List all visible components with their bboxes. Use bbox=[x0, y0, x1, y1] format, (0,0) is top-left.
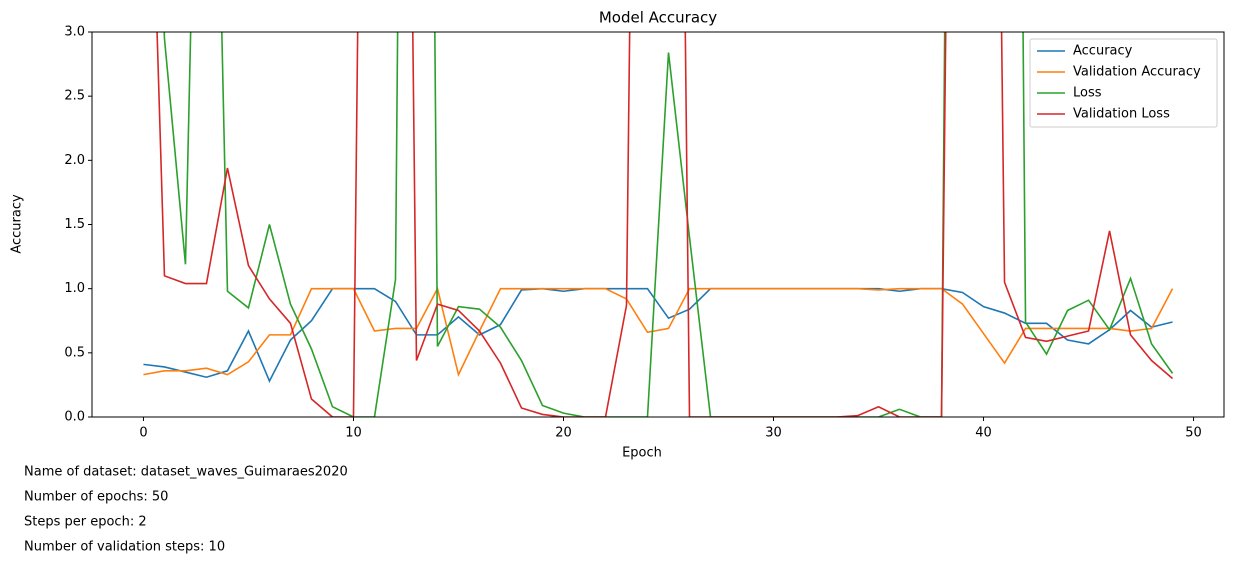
y-tick-label: 1.5 bbox=[64, 217, 85, 232]
y-tick-label: 0.5 bbox=[64, 345, 85, 360]
x-tick-label: 10 bbox=[345, 426, 362, 441]
series-line bbox=[156, 32, 1174, 417]
series-line bbox=[143, 287, 1173, 383]
series-line bbox=[163, 32, 1174, 417]
y-tick-label: 2.5 bbox=[64, 89, 85, 104]
legend-label: Accuracy bbox=[1073, 44, 1133, 59]
x-tick-label: 40 bbox=[975, 426, 992, 441]
x-tick-label: 20 bbox=[555, 426, 572, 441]
detail-line: Name of dataset: dataset_waves_Guimaraes… bbox=[24, 465, 348, 480]
x-tick-label: 50 bbox=[1185, 426, 1202, 441]
y-tick-label: 1.0 bbox=[64, 281, 85, 296]
y-tick-label: 3.0 bbox=[64, 25, 85, 40]
legend-label: Validation Accuracy bbox=[1073, 65, 1201, 80]
y-tick-label: 0.0 bbox=[64, 410, 85, 425]
detail-line: Number of epochs: 50 bbox=[24, 490, 168, 505]
details: Name of dataset: dataset_waves_Guimaraes… bbox=[24, 465, 348, 555]
legend-box bbox=[1029, 38, 1218, 128]
legend-label: Validation Loss bbox=[1073, 107, 1170, 122]
y-tick-label: 2.0 bbox=[64, 153, 85, 168]
legend-label: Loss bbox=[1073, 86, 1102, 101]
legend: Accuracy Validation Accuracy Loss Validatio… bbox=[1029, 38, 1218, 128]
detail-line: Number of validation steps: 10 bbox=[24, 540, 225, 555]
x-axis-label: Epoch bbox=[622, 446, 662, 461]
chart-title: Model Accuracy bbox=[599, 9, 717, 27]
y-axis-label: Accuracy bbox=[10, 194, 25, 254]
x-tick-label: 30 bbox=[765, 426, 782, 441]
plot-lines bbox=[143, 32, 1174, 417]
detail-line: Steps per epoch: 2 bbox=[24, 515, 147, 530]
x-tick-label: 0 bbox=[139, 426, 147, 441]
series-line bbox=[143, 286, 1174, 378]
